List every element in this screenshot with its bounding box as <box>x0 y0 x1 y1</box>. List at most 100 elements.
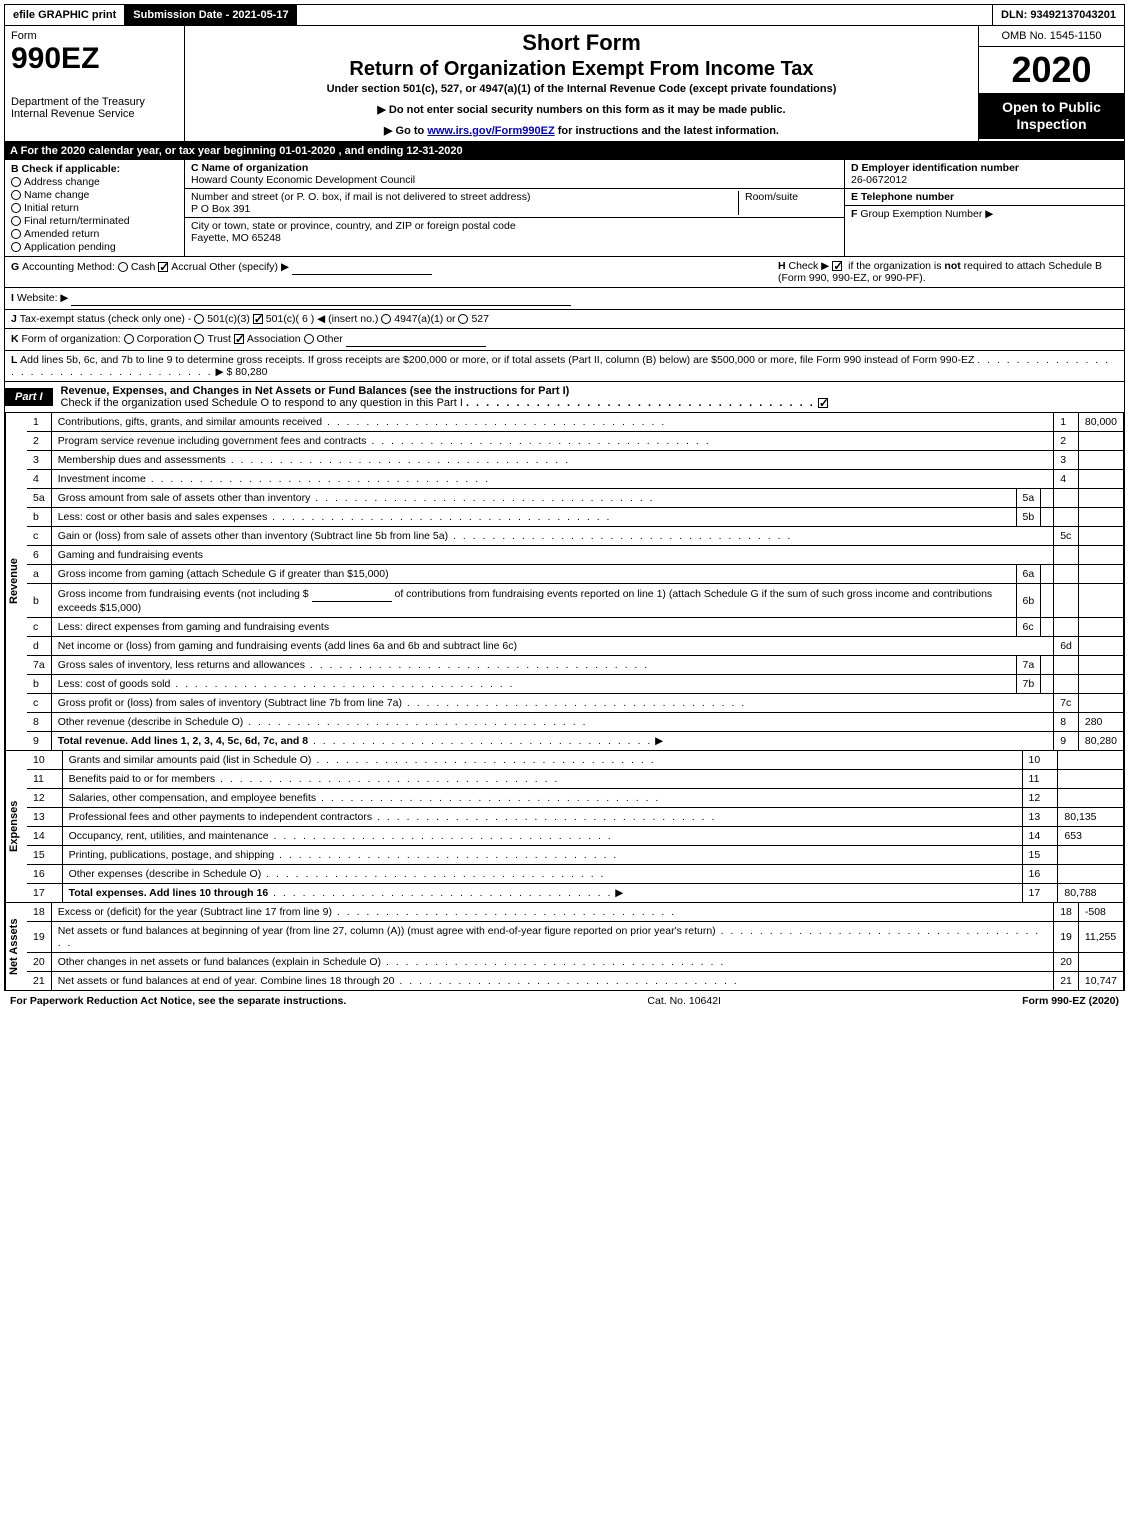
line-6d-text: Net income or (loss) from gaming and fun… <box>58 640 517 652</box>
line-7b: bLess: cost of goods sold 7b <box>27 675 1124 694</box>
section-g: G Accounting Method: Cash Accrual Other … <box>11 260 762 275</box>
d-cell: D Employer identification number 26-0672… <box>845 160 1124 189</box>
e-cell: E Telephone number <box>845 189 1124 206</box>
line-10-text: Grants and similar amounts paid (list in… <box>69 754 312 766</box>
k-corp-radio[interactable] <box>124 334 134 344</box>
expenses-vlabel: Expenses <box>5 751 27 902</box>
k-other-radio[interactable] <box>304 334 314 344</box>
h-t2: if the organization is <box>848 260 944 272</box>
j-527-radio[interactable] <box>458 314 468 324</box>
line-11-text: Benefits paid to or for members <box>69 773 215 785</box>
line-2-val <box>1078 432 1123 451</box>
line-1: 1Contributions, gifts, grants, and simil… <box>27 413 1124 432</box>
website-input[interactable] <box>71 291 571 306</box>
line-7b-text: Less: cost of goods sold <box>58 678 171 690</box>
k-trust-radio[interactable] <box>194 334 204 344</box>
b-opt-amended-label: Amended return <box>24 228 99 240</box>
line-20: 20Other changes in net assets or fund ba… <box>27 953 1124 972</box>
j-501c-check[interactable] <box>253 314 263 324</box>
irs-link[interactable]: www.irs.gov/Form990EZ <box>427 125 554 137</box>
k-assoc-check[interactable] <box>234 334 244 344</box>
ein-value: 26-0672012 <box>851 174 907 186</box>
line-4-text: Investment income <box>58 473 146 485</box>
line-5b: bLess: cost or other basis and sales exp… <box>27 508 1124 527</box>
c-street-label: Number and street (or P. O. box, if mail… <box>191 191 530 203</box>
section-c: C Name of organization Howard County Eco… <box>185 160 844 256</box>
g-cash-radio[interactable] <box>118 262 128 272</box>
b-opt-pending[interactable]: Application pending <box>11 241 178 253</box>
goto-note: ▶ Go to www.irs.gov/Form990EZ for instru… <box>193 124 970 137</box>
b-opt-pending-label: Application pending <box>24 241 116 253</box>
line-13-val: 80,135 <box>1058 808 1124 827</box>
header-right: OMB No. 1545-1150 2020 Open to Public In… <box>979 26 1124 141</box>
section-h: H Check ▶ if the organization is not req… <box>778 260 1118 284</box>
org-city: Fayette, MO 65248 <box>191 232 281 244</box>
submission-date: Submission Date - 2021-05-17 <box>125 5 297 25</box>
j-o1: 501(c)(3) <box>207 313 250 325</box>
form-word: Form <box>11 30 178 42</box>
c-city-label: City or town, state or province, country… <box>191 220 516 232</box>
ssn-note: ▶ Do not enter social security numbers o… <box>193 103 970 116</box>
tax-year: 2020 <box>979 47 1124 93</box>
line-21-val: 10,747 <box>1078 972 1123 991</box>
g-accrual: Accrual <box>171 261 206 273</box>
irs-label: Internal Revenue Service <box>11 108 178 120</box>
line-3: 3Membership dues and assessments 3 <box>27 451 1124 470</box>
open-public-inspection: Open to Public Inspection <box>979 93 1124 139</box>
goto-pre: ▶ Go to <box>384 125 427 137</box>
section-gh: G Accounting Method: Cash Accrual Other … <box>4 257 1125 288</box>
c-name-cell: C Name of organization Howard County Eco… <box>185 160 844 189</box>
j-4947-radio[interactable] <box>381 314 391 324</box>
g-other-input[interactable] <box>292 260 432 275</box>
line-8-text: Other revenue (describe in Schedule O) <box>58 716 244 728</box>
section-i: I Website: ▶ <box>4 288 1125 310</box>
b-opt-address[interactable]: Address change <box>11 176 178 188</box>
line-6d: dNet income or (loss) from gaming and fu… <box>27 637 1124 656</box>
c-street-cell: Number and street (or P. O. box, if mail… <box>185 189 844 218</box>
line-6c: cLess: direct expenses from gaming and f… <box>27 618 1124 637</box>
h-t1: Check ▶ <box>789 260 830 272</box>
b-opt-final[interactable]: Final return/terminated <box>11 215 178 227</box>
line-2-text: Program service revenue including govern… <box>58 435 367 447</box>
line-6b-input[interactable] <box>312 587 392 602</box>
form-header: Form 990EZ Department of the Treasury In… <box>4 26 1125 142</box>
part1-schedo-check[interactable] <box>818 398 828 408</box>
line-15-text: Printing, publications, postage, and shi… <box>69 849 274 861</box>
efile-label: efile GRAPHIC print <box>5 5 125 25</box>
revenue-section: Revenue 1Contributions, gifts, grants, a… <box>4 413 1125 751</box>
j-o3: 4947(a)(1) or <box>394 313 455 325</box>
line-7a-text: Gross sales of inventory, less returns a… <box>58 659 305 671</box>
b-opt-initial[interactable]: Initial return <box>11 202 178 214</box>
netassets-section: Net Assets 18Excess or (deficit) for the… <box>4 903 1125 991</box>
l-amount: $ 80,280 <box>227 366 268 378</box>
b-opt-final-label: Final return/terminated <box>24 215 130 227</box>
line-9-val: 80,280 <box>1078 732 1123 751</box>
f-label: Group Exemption Number ▶ <box>860 208 993 220</box>
revenue-table: 1Contributions, gifts, grants, and simil… <box>27 413 1124 750</box>
section-j: J Tax-exempt status (check only one) - 5… <box>4 310 1125 329</box>
b-opt-name[interactable]: Name change <box>11 189 178 201</box>
j-o4: 527 <box>471 313 489 325</box>
c-name-label: C Name of organization <box>191 162 308 174</box>
j-501c3-radio[interactable] <box>194 314 204 324</box>
g-accrual-check[interactable] <box>158 262 168 272</box>
room-label: Room/suite <box>745 191 798 203</box>
j-o2: 501(c)( 6 ) ◀ (insert no.) <box>266 313 379 325</box>
section-def: D Employer identification number 26-0672… <box>844 160 1124 256</box>
line-2: 2Program service revenue including gover… <box>27 432 1124 451</box>
line-7c-text: Gross profit or (loss) from sales of inv… <box>58 697 402 709</box>
h-check[interactable] <box>832 261 842 271</box>
line-6: 6Gaming and fundraising events <box>27 546 1124 565</box>
line-6-text: Gaming and fundraising events <box>51 546 1054 565</box>
k-other-input[interactable] <box>346 332 486 347</box>
revenue-vlabel: Revenue <box>5 413 27 750</box>
b-opt-amended[interactable]: Amended return <box>11 228 178 240</box>
line-5b-text: Less: cost or other basis and sales expe… <box>58 511 268 523</box>
k-label: Form of organization: <box>22 333 121 345</box>
g-cash: Cash <box>131 261 156 273</box>
line-5c-text: Gain or (loss) from sale of assets other… <box>58 530 448 542</box>
c-city-cell: City or town, state or province, country… <box>185 218 844 246</box>
dept-label: Department of the Treasury <box>11 96 178 108</box>
line-21-text: Net assets or fund balances at end of ye… <box>58 975 395 987</box>
form-number: 990EZ <box>11 42 178 76</box>
